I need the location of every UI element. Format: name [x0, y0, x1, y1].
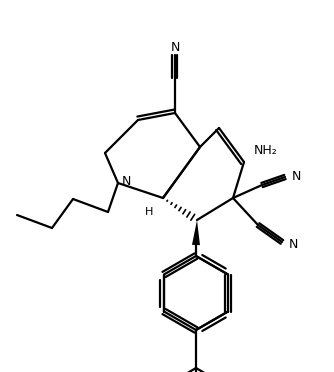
Text: NH₂: NH₂: [254, 144, 278, 157]
Text: N: N: [121, 174, 131, 187]
Text: N: N: [289, 238, 298, 251]
Text: H: H: [145, 207, 153, 217]
Text: N: N: [170, 41, 180, 54]
Text: N: N: [292, 170, 301, 183]
Polygon shape: [192, 220, 200, 245]
